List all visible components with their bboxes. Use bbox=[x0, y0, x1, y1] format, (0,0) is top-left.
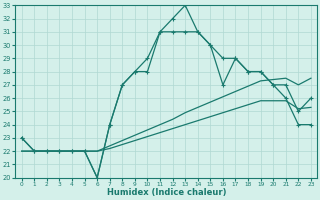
X-axis label: Humidex (Indice chaleur): Humidex (Indice chaleur) bbox=[107, 188, 226, 197]
